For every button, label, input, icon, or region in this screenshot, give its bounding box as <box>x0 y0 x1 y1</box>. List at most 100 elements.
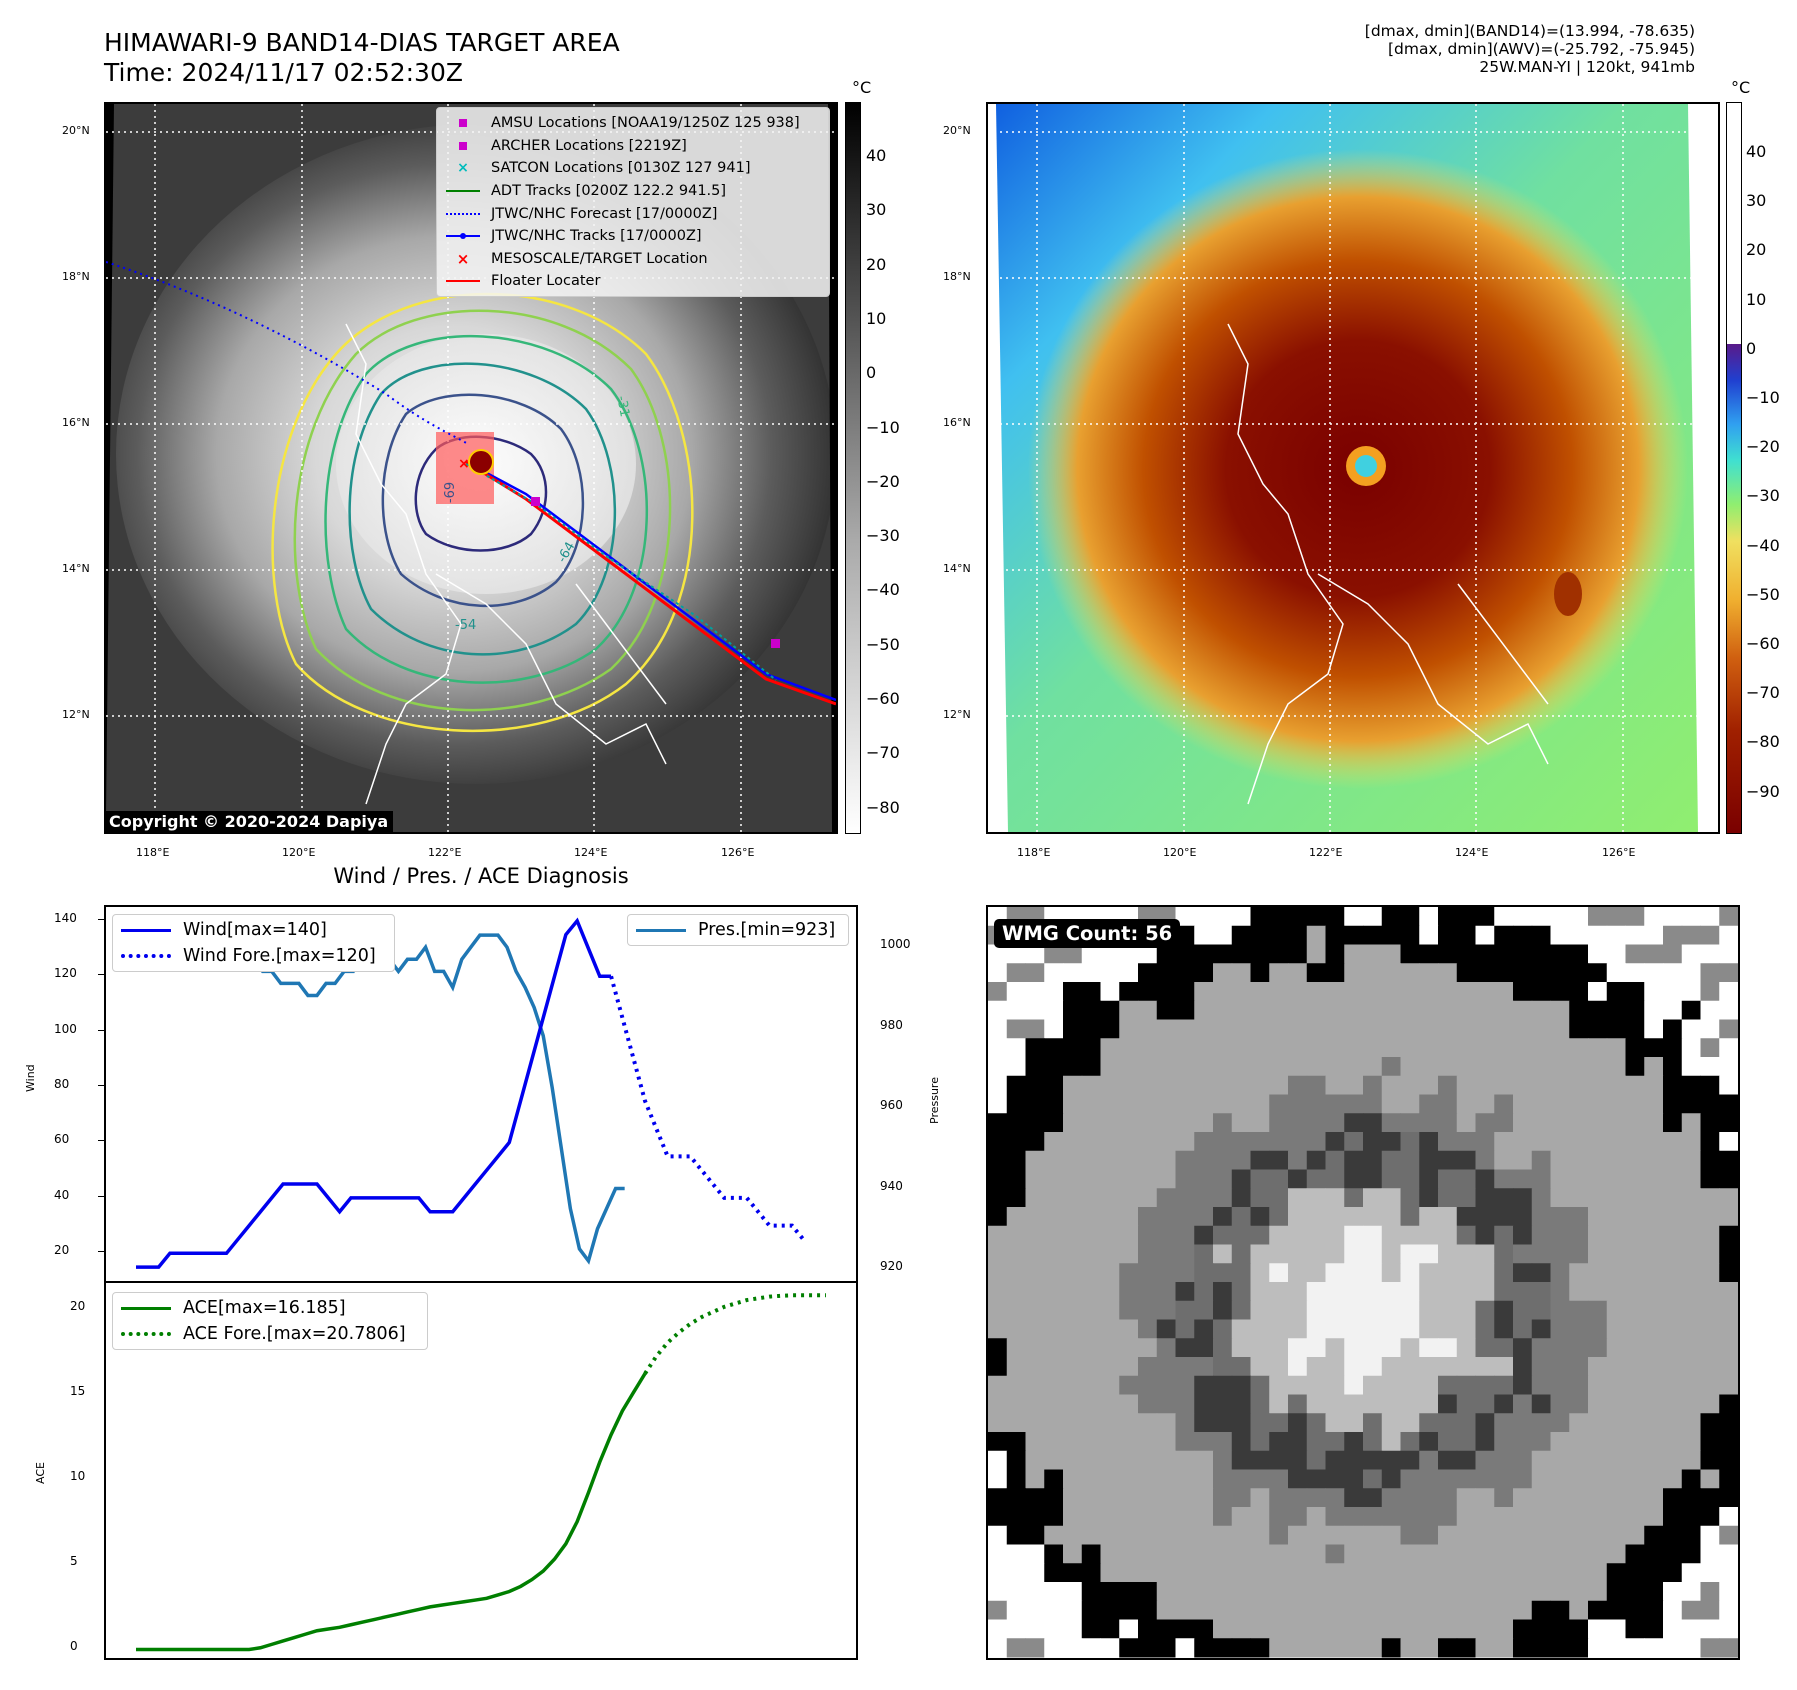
wind-tick-mark <box>98 1085 104 1087</box>
wmg-cell <box>1719 1057 1738 1077</box>
wmg-cell <box>1063 1394 1083 1414</box>
wmg-cell <box>1119 1638 1139 1658</box>
wmg-cell <box>1288 1357 1308 1377</box>
wmg-cell <box>1138 1413 1158 1433</box>
wmg-cell <box>1681 1507 1701 1527</box>
wmg-cell <box>1231 1319 1251 1339</box>
wmg-cell <box>1344 907 1364 927</box>
wmg-cell <box>1138 1169 1158 1189</box>
wmg-cell <box>1550 1338 1570 1358</box>
wmg-cell <box>1344 1019 1364 1039</box>
wmg-cell <box>1006 1619 1026 1639</box>
wmg-cell <box>1156 963 1176 983</box>
wmg-cell <box>1550 925 1570 945</box>
awv-lat-tick-18: 18°N <box>943 270 971 283</box>
wmg-cell <box>1531 907 1551 927</box>
wmg-cell <box>1606 1432 1626 1452</box>
wmg-cell <box>1344 1375 1364 1395</box>
wmg-cell <box>1606 1132 1626 1152</box>
wmg-cell <box>1475 1263 1495 1283</box>
wmg-cell <box>1625 1225 1645 1245</box>
wmg-cell <box>1681 1638 1701 1658</box>
wmg-cell <box>1250 1525 1270 1545</box>
wmg-cell <box>1719 1375 1738 1395</box>
wmg-cell <box>1700 1075 1720 1095</box>
wmg-cell <box>1344 1169 1364 1189</box>
wmg-cell <box>1250 907 1270 927</box>
wmg-cell <box>1081 982 1101 1002</box>
wmg-cell <box>1156 1282 1176 1302</box>
wmg-cell <box>1213 1432 1233 1452</box>
wmg-cell <box>1156 1432 1176 1452</box>
wmg-cell <box>1700 1375 1720 1395</box>
wmg-cell <box>1494 1469 1514 1489</box>
wmg-cell <box>1606 1638 1626 1658</box>
wmg-cell <box>1625 1132 1645 1152</box>
wmg-cell <box>1025 1619 1045 1639</box>
wmg-cell <box>1063 1469 1083 1489</box>
wmg-cell <box>1081 1113 1101 1133</box>
wmg-cell <box>1006 1113 1026 1133</box>
wmg-cell <box>1550 944 1570 964</box>
wmg-cell <box>1456 1544 1476 1564</box>
wmg-cell <box>1194 907 1214 927</box>
wmg-cell <box>1006 1075 1026 1095</box>
wmg-cell <box>1119 1319 1139 1339</box>
wmg-cell <box>1513 1619 1533 1639</box>
wmg-cell <box>1063 1488 1083 1508</box>
wmg-cell <box>1494 1057 1514 1077</box>
wmg-cell <box>1081 1075 1101 1095</box>
wmg-cell <box>1269 1488 1289 1508</box>
wmg-cell <box>1663 944 1683 964</box>
wmg-cell <box>1363 907 1383 927</box>
wmg-cell <box>1325 1207 1345 1227</box>
wmg-cell <box>1569 1450 1589 1470</box>
wmg-cell <box>1175 1113 1195 1133</box>
wmg-cell <box>1381 1038 1401 1058</box>
wmg-cell <box>1081 1600 1101 1620</box>
wmg-cell <box>1119 1132 1139 1152</box>
wmg-cell <box>1156 1207 1176 1227</box>
wmg-cell <box>1644 1600 1664 1620</box>
wmg-cell <box>1569 1169 1589 1189</box>
wmg-cell <box>1006 1019 1026 1039</box>
wmg-cell <box>1475 1019 1495 1039</box>
legend-wind: Wind[max=140] <box>121 917 386 943</box>
wmg-cell <box>1269 1075 1289 1095</box>
legend-line-icon <box>121 1306 171 1310</box>
wind-tick: 80 <box>54 1077 70 1092</box>
wmg-cell <box>1081 1469 1101 1489</box>
lon-tick-122: 122°E <box>428 846 462 859</box>
wmg-cell <box>1625 1469 1645 1489</box>
wmg-cell <box>1363 1619 1383 1639</box>
wmg-cell <box>1306 1038 1326 1058</box>
wmg-cell <box>1175 907 1195 927</box>
wmg-cell <box>1513 1375 1533 1395</box>
wmg-cell <box>1438 1319 1458 1339</box>
wmg-cell <box>1606 1263 1626 1283</box>
wmg-cell <box>988 1019 1008 1039</box>
wmg-cell <box>1569 1375 1589 1395</box>
wmg-cell <box>1100 1113 1120 1133</box>
wmg-cell <box>1606 1525 1626 1545</box>
wmg-cell <box>1588 1038 1608 1058</box>
wmg-cell <box>1063 963 1083 983</box>
wmg-cell <box>1025 1075 1045 1095</box>
wmg-cell <box>1363 1188 1383 1208</box>
wmg-cell <box>1100 963 1120 983</box>
wmg-cell <box>1531 1188 1551 1208</box>
wmg-cell <box>1588 1638 1608 1658</box>
wmg-cell <box>1250 1263 1270 1283</box>
wmg-cell <box>1156 1300 1176 1320</box>
wmg-cell <box>1288 907 1308 927</box>
awv-cell <box>1554 572 1582 616</box>
wmg-cell <box>1025 1600 1045 1620</box>
wmg-cell <box>1344 1638 1364 1658</box>
wmg-cell <box>1700 1188 1720 1208</box>
wmg-cell <box>1663 1507 1683 1527</box>
wmg-cell <box>1606 1507 1626 1527</box>
wmg-cell <box>1475 1282 1495 1302</box>
wmg-cell <box>1175 1600 1195 1620</box>
wmg-cell <box>1231 1300 1251 1320</box>
wmg-cell <box>1325 1638 1345 1658</box>
